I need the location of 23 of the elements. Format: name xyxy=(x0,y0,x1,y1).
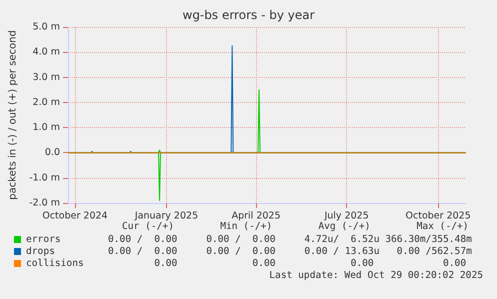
y-tick-label: 5.0 m xyxy=(32,22,60,32)
text: 0.00 0.00 0.00 0.00 xyxy=(154,258,466,269)
text: Last update: Wed Oct 29 00:20:02 2025 xyxy=(269,270,483,282)
y-tick-label: -2.0 m xyxy=(29,198,60,208)
legend-label: collisions xyxy=(26,258,85,270)
legend-label: errors xyxy=(26,234,62,246)
text: 0.00 / 0.00 0.00 / 0.00 0.00 / 13.63u 0.00 /562.57m xyxy=(108,246,472,257)
y-tick-label: 4.0 m xyxy=(32,46,60,58)
legend-label: drops xyxy=(26,246,56,258)
x-tick-label: April 2025 xyxy=(232,210,281,222)
x-tick-label: July 2025 xyxy=(323,210,369,222)
chart-title: wg-bs errors - by year xyxy=(182,8,315,22)
y-tick-label: 3.0 m xyxy=(32,72,60,83)
text: Cur (-/+) Min (-/+) Avg (-/+) Max (-/+) xyxy=(122,221,469,233)
x-tick-label: January 2025 xyxy=(134,210,198,222)
x-tick-label: October 2025 xyxy=(406,210,471,222)
y-tick-label: -1.0 m xyxy=(29,172,60,184)
text: 0.00 / 0.00 0.00 / 0.00 4.72u/ 6.52u 366.30m/355.48m xyxy=(108,234,472,245)
y-tick-label: 0.0 xyxy=(44,147,60,158)
y-tick-label: 2.0 m xyxy=(32,96,60,108)
y-axis-title: packets in (-) / out (+) per second xyxy=(8,30,18,200)
x-tick-label: October 2024 xyxy=(42,210,108,222)
y-tick-label: 1.0 m xyxy=(32,122,60,134)
